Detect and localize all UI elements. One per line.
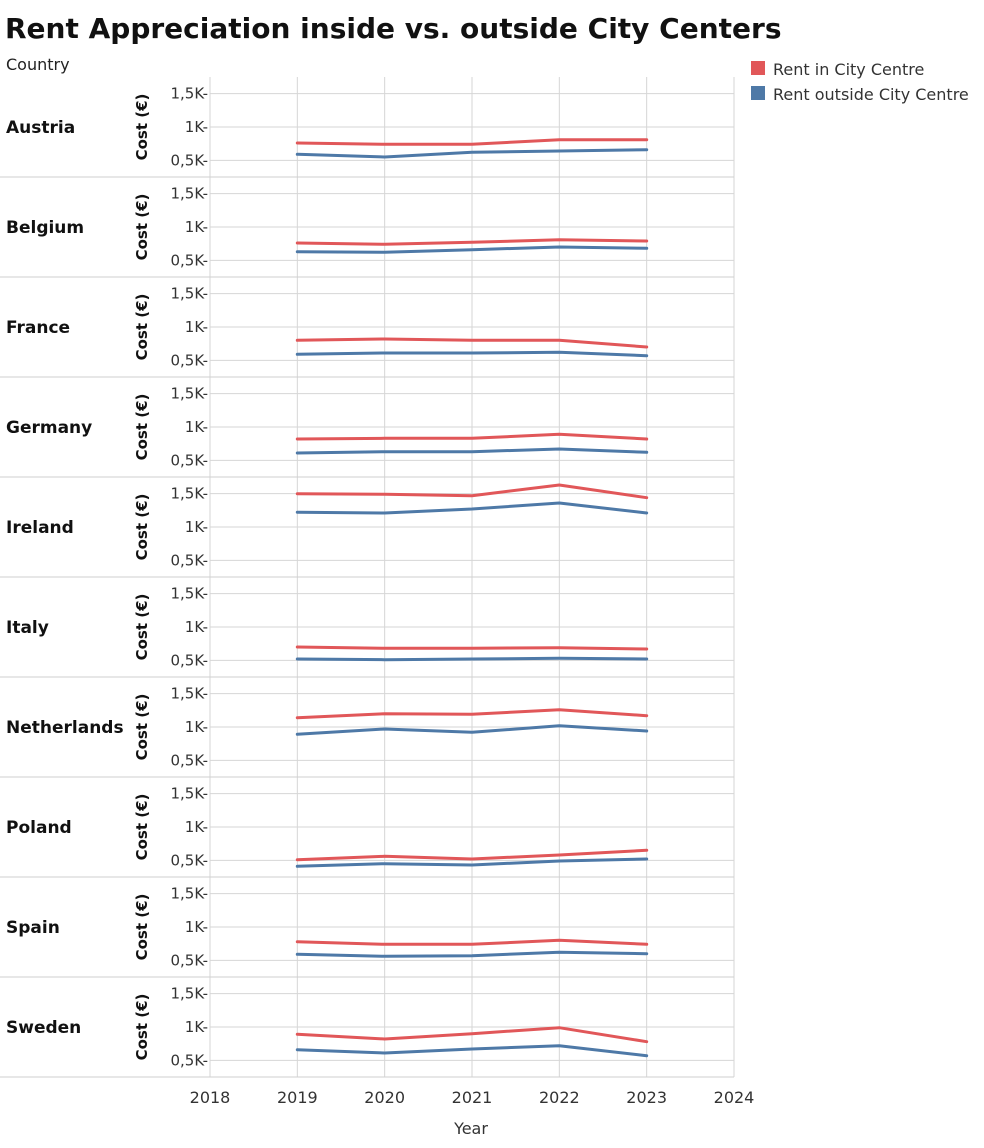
line-rent-outside-city-centre-belgium — [295, 245, 649, 254]
country-label: France — [6, 318, 70, 338]
y-tick-label: 1K- — [185, 218, 208, 236]
line-rent-in-city-centre-belgium — [295, 238, 649, 246]
line-rent-in-city-centre-sweden — [295, 1026, 649, 1044]
panel-netherlands: 0,5K- 1K- 1,5K- Cost (€) Netherlands — [0, 676, 734, 769]
x-tick-label-2020: 2020 — [364, 1088, 405, 1107]
y-axis-label: Cost (€) — [133, 194, 151, 261]
line-rent-in-city-centre-netherlands — [295, 708, 649, 720]
x-tick-label-2022: 2022 — [539, 1088, 580, 1107]
line-rent-in-city-centre-ireland — [295, 483, 649, 500]
legend-swatch-outside-centre — [751, 86, 765, 100]
panel-poland: 0,5K- 1K- 1,5K- Cost (€) Poland — [0, 776, 734, 869]
y-tick-label: 1K- — [185, 518, 208, 536]
panel-austria: 0,5K- 1K- 1,5K- Cost (€) Austria — [6, 85, 734, 169]
country-label: Ireland — [6, 518, 74, 538]
y-tick-label: 1,5K- — [170, 985, 208, 1003]
x-tick-label-2018: 2018 — [190, 1088, 231, 1107]
y-axis-label: Cost (€) — [133, 894, 151, 961]
line-rent-in-city-centre-poland — [295, 848, 649, 862]
y-tick-label: 0,5K- — [170, 1051, 208, 1069]
y-axis-label: Cost (€) — [133, 694, 151, 761]
y-tick-label: 1K- — [185, 1018, 208, 1036]
chart-title: Rent Appreciation inside vs. outside Cit… — [5, 12, 782, 45]
y-axis-label: Cost (€) — [133, 794, 151, 861]
line-rent-outside-city-centre-sweden — [295, 1044, 649, 1058]
y-tick-label: 1K- — [185, 318, 208, 336]
country-label: Netherlands — [6, 718, 124, 738]
y-tick-label: 0,5K- — [170, 651, 208, 669]
line-rent-in-city-centre-spain — [295, 938, 649, 946]
y-tick-label: 1,5K- — [170, 185, 208, 203]
row-header: Country — [6, 55, 70, 74]
country-label: Belgium — [6, 218, 84, 238]
line-rent-outside-city-centre-austria — [295, 148, 649, 159]
y-tick-label: 0,5K- — [170, 151, 208, 169]
x-axis-label: Year — [453, 1119, 488, 1138]
panel-sweden: 0,5K- 1K- 1,5K- Cost (€) Sweden — [0, 976, 734, 1069]
y-axis-label: Cost (€) — [133, 394, 151, 461]
x-axis: 2018 2019 2020 2021 2022 2023 2024 — [190, 1088, 755, 1107]
country-label: Italy — [6, 618, 49, 638]
panel-belgium: 0,5K- 1K- 1,5K- Cost (€) Belgium — [0, 176, 734, 269]
y-tick-label: 0,5K- — [170, 351, 208, 369]
line-rent-outside-city-centre-france — [295, 350, 649, 358]
x-tick-label-2023: 2023 — [626, 1088, 667, 1107]
y-tick-label: 1,5K- — [170, 285, 208, 303]
panel-france: 0,5K- 1K- 1,5K- Cost (€) France — [0, 276, 734, 369]
y-tick-label: 1,5K- — [170, 785, 208, 803]
line-rent-outside-city-centre-spain — [295, 950, 649, 958]
y-axis-label: Cost (€) — [133, 94, 151, 161]
country-label: Spain — [6, 918, 60, 938]
y-tick-label: 1,5K- — [170, 585, 208, 603]
x-tick-label-2019: 2019 — [277, 1088, 318, 1107]
y-axis-label: Cost (€) — [133, 594, 151, 661]
x-tick-label-2024: 2024 — [714, 1088, 755, 1107]
panel-italy: 0,5K- 1K- 1,5K- Cost (€) Italy — [0, 576, 734, 669]
y-tick-label: 1K- — [185, 718, 208, 736]
line-rent-in-city-centre-austria — [295, 138, 649, 146]
panel-spain: 0,5K- 1K- 1,5K- Cost (€) Spain — [0, 876, 734, 969]
line-rent-outside-city-centre-italy — [295, 656, 649, 662]
y-tick-label: 1,5K- — [170, 885, 208, 903]
line-rent-in-city-centre-italy — [295, 645, 649, 651]
country-label: Poland — [6, 818, 72, 838]
y-tick-label: 1,5K- — [170, 85, 208, 103]
panel-germany: 0,5K- 1K- 1,5K- Cost (€) Germany — [0, 376, 734, 469]
panel-ireland: 0,5K- 1K- 1,5K- Cost (€) Ireland — [0, 476, 734, 569]
country-label: Germany — [6, 418, 92, 438]
y-tick-label: 1K- — [185, 418, 208, 436]
y-tick-label: 0,5K- — [170, 751, 208, 769]
line-rent-outside-city-centre-germany — [295, 447, 649, 455]
line-rent-outside-city-centre-poland — [295, 857, 649, 868]
legend: Rent in City Centre Rent outside City Ce… — [751, 60, 969, 104]
line-rent-in-city-centre-germany — [295, 432, 649, 441]
y-tick-label: 1,5K- — [170, 685, 208, 703]
y-tick-label: 1,5K- — [170, 485, 208, 503]
y-tick-label: 0,5K- — [170, 451, 208, 469]
line-rent-outside-city-centre-ireland — [295, 501, 649, 515]
y-tick-label: 1K- — [185, 618, 208, 636]
legend-label-outside-centre: Rent outside City Centre — [773, 85, 969, 104]
y-tick-label: 1,5K- — [170, 385, 208, 403]
legend-swatch-city-centre — [751, 61, 765, 75]
y-axis-label: Cost (€) — [133, 494, 151, 561]
panels: 0,5K- 1K- 1,5K- Cost (€) Austria 0,5K- 1K- 1,5K… — [0, 77, 735, 1078]
y-tick-label: 0,5K- — [170, 851, 208, 869]
y-axis-label: Cost (€) — [133, 994, 151, 1061]
y-tick-label: 0,5K- — [170, 251, 208, 269]
line-rent-in-city-centre-france — [295, 337, 649, 349]
y-tick-label: 1K- — [185, 818, 208, 836]
legend-label-city-centre: Rent in City Centre — [773, 60, 924, 79]
y-axis-label: Cost (€) — [133, 294, 151, 361]
y-tick-label: 0,5K- — [170, 951, 208, 969]
x-tick-label-2021: 2021 — [452, 1088, 493, 1107]
country-label: Sweden — [6, 1018, 81, 1038]
line-rent-outside-city-centre-netherlands — [295, 724, 649, 736]
y-tick-label: 1K- — [185, 918, 208, 936]
country-label: Austria — [6, 118, 75, 138]
y-tick-label: 0,5K- — [170, 551, 208, 569]
y-tick-label: 1K- — [185, 118, 208, 136]
